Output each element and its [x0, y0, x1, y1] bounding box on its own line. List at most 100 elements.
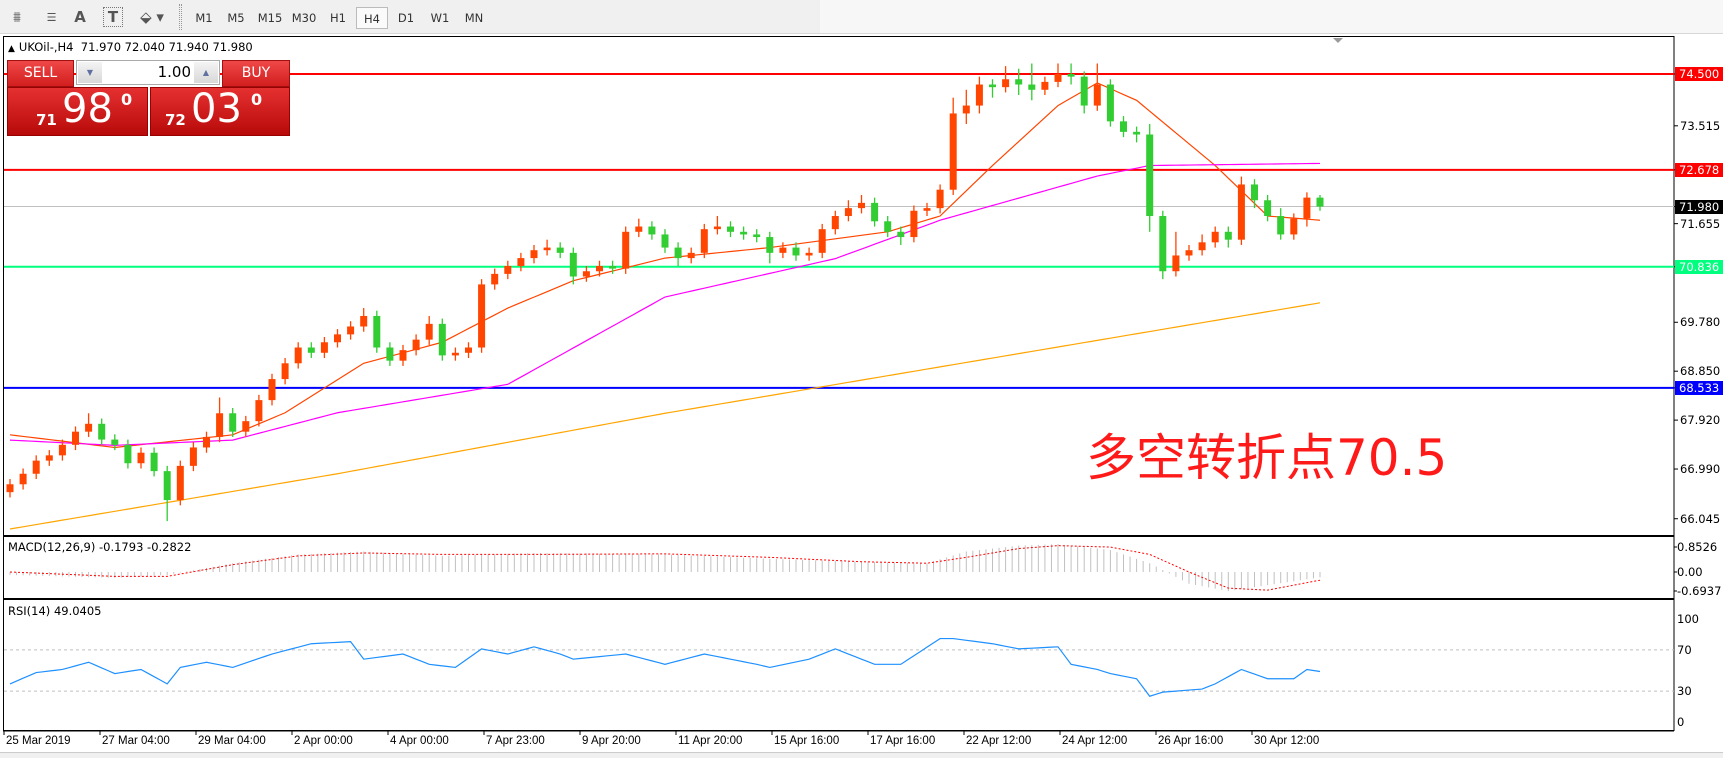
timeframe-h1-button[interactable]: H1 [330, 11, 346, 25]
buy-price-major: 72 [165, 111, 186, 129]
candle-body [150, 452, 158, 472]
candle-body [1002, 79, 1010, 88]
candle [478, 279, 486, 353]
candle-body [831, 216, 839, 230]
indicators-icon[interactable]: ⩩ [12, 8, 21, 26]
candle [989, 79, 996, 98]
candle [268, 373, 276, 406]
candle [818, 223, 826, 259]
candle [216, 397, 224, 443]
candle-body [242, 421, 250, 432]
timeframe-h4-button[interactable]: H4 [356, 7, 388, 29]
candle-body [962, 105, 970, 114]
timeframe-m1-button[interactable]: M1 [195, 11, 213, 25]
candle-body [1172, 255, 1180, 272]
candle-body [1290, 218, 1298, 235]
rsi-tick-label: 30 [1677, 684, 1692, 699]
candle-body [1133, 131, 1141, 135]
candle [334, 329, 341, 348]
candle-body [609, 265, 617, 269]
sell-price-major: 71 [36, 111, 57, 129]
candle-body [543, 247, 551, 251]
candle [1198, 234, 1206, 256]
price-tick-label: 67.920 [1680, 413, 1721, 428]
collapse-triangle-icon[interactable]: ▲ [8, 44, 15, 54]
rsi-line [9, 637, 1321, 697]
candle-body [740, 231, 748, 235]
candle-body [1067, 74, 1075, 77]
timeframe-w1-button[interactable]: W1 [430, 11, 450, 25]
candle [1067, 63, 1075, 85]
candle-body [1303, 197, 1311, 219]
lot-increase-button[interactable]: ▲ [194, 62, 218, 83]
candle [32, 455, 40, 480]
candle [1028, 63, 1036, 101]
time-axis-label: 7 Apr 23:00 [486, 735, 545, 747]
candle [648, 221, 656, 240]
chart-tabs-bar[interactable] [0, 752, 1723, 758]
candle-body [753, 234, 761, 238]
buy-price-box[interactable]: 72 03 0 [150, 86, 290, 136]
candle-body [975, 84, 983, 106]
candle-body [1211, 231, 1219, 243]
candle [635, 218, 643, 238]
candle [805, 247, 813, 261]
candle [124, 439, 132, 469]
buy-button[interactable]: BUY [222, 60, 290, 87]
candle [1251, 179, 1258, 209]
candle [727, 221, 734, 238]
candle [1159, 210, 1167, 280]
candle [85, 413, 93, 437]
price-line-label: 71.980 [1675, 199, 1723, 214]
rsi-tick-label: 0 [1677, 715, 1685, 729]
lot-size-input[interactable]: ▼ 1.00 ▲ [76, 60, 220, 85]
candle [871, 197, 879, 227]
lot-value[interactable]: 1.00 [157, 63, 191, 81]
sell-price-box[interactable]: 71 98 0 [7, 86, 148, 136]
candle-body [32, 460, 40, 474]
candle [1237, 176, 1245, 245]
macd-tick-label: 0.00 [1677, 565, 1703, 579]
candle [569, 247, 577, 285]
candle [923, 202, 931, 217]
candle-body [1041, 81, 1049, 90]
timeframe-m15-button[interactable]: M15 [257, 11, 283, 25]
time-axis-label: 22 Apr 12:00 [966, 735, 1032, 747]
text-label-icon[interactable]: T [103, 7, 123, 27]
arrows-icon[interactable]: ⬙ ▾ [140, 8, 164, 26]
candle-body [635, 226, 643, 232]
candle [137, 447, 145, 469]
candle-body [1028, 84, 1036, 90]
timeframe-mn-button[interactable]: MN [464, 11, 484, 25]
sell-button[interactable]: SELL [7, 60, 74, 87]
candle-body [360, 315, 368, 327]
candle [1133, 126, 1141, 143]
fibonacci-icon[interactable]: ☰ [46, 10, 57, 24]
macd-title: MACD(12,26,9) -0.1793 -0.2822 [8, 540, 192, 554]
candle [72, 426, 79, 451]
candle-body [674, 247, 682, 259]
text-icon[interactable]: A [74, 8, 86, 26]
candle [1185, 244, 1193, 261]
time-axis-label: 24 Apr 12:00 [1062, 735, 1128, 747]
timeframe-m30-button[interactable]: M30 [291, 11, 317, 25]
candle-body [1015, 79, 1023, 85]
candle [884, 216, 892, 238]
candle-body [582, 271, 590, 277]
timeframe-m5-button[interactable]: M5 [227, 11, 245, 25]
candle [517, 252, 525, 272]
candle-body [530, 250, 538, 259]
candle [412, 334, 420, 356]
candle [1080, 71, 1088, 114]
candle [1120, 116, 1127, 138]
candle-body [412, 339, 420, 351]
candle-body [111, 439, 119, 445]
candle [451, 347, 459, 361]
candle-body [124, 444, 132, 464]
candle-body [949, 113, 957, 190]
lot-decrease-button[interactable]: ▼ [78, 62, 102, 83]
rsi-title: RSI(14) 49.0405 [8, 604, 102, 618]
time-axis-label: 2 Apr 00:00 [294, 735, 353, 747]
timeframe-d1-button[interactable]: D1 [397, 11, 415, 25]
